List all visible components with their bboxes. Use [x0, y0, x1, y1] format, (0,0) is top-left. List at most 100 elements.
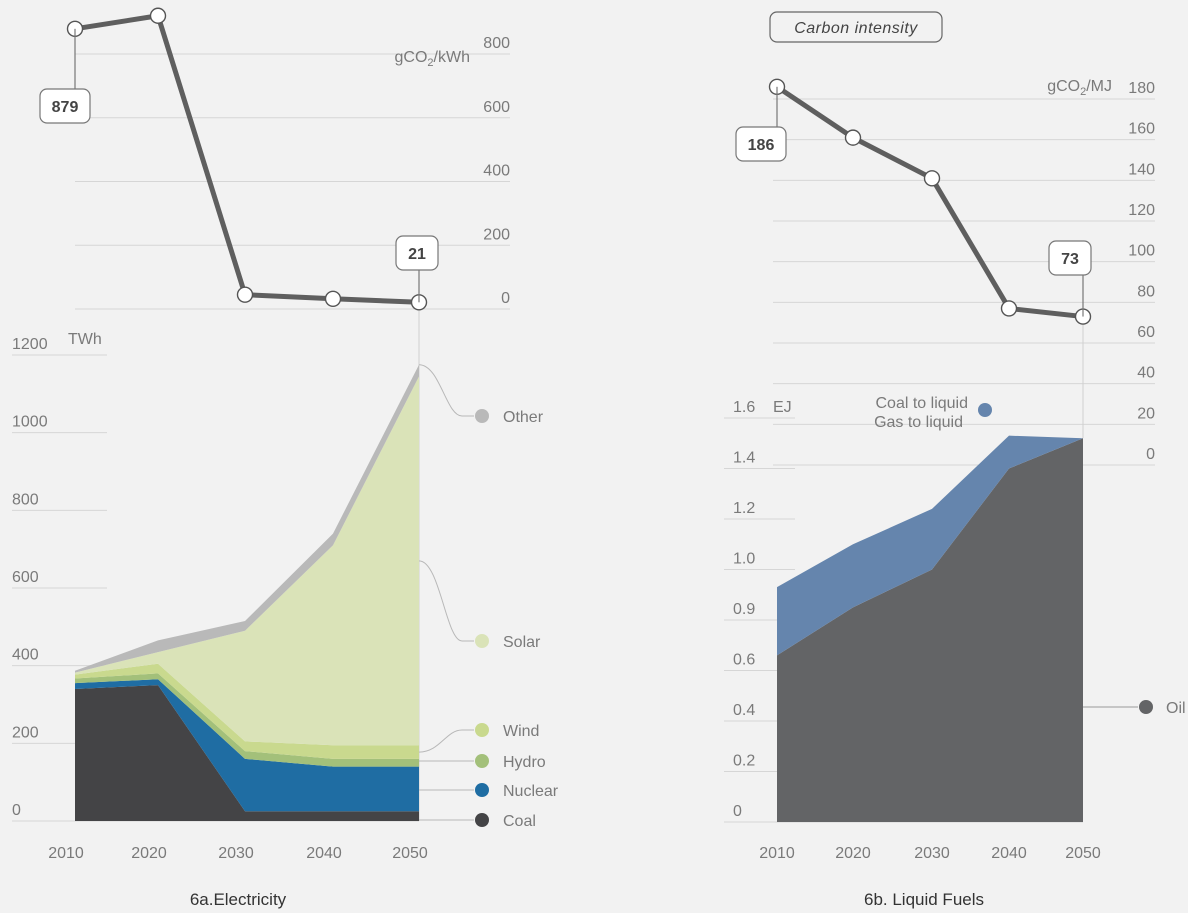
intensity-point	[844, 129, 862, 146]
y-tick-label: 800	[12, 491, 39, 508]
legend-swatch	[978, 403, 992, 417]
intensity-line	[775, 84, 1084, 320]
y-tick-label: 100	[1128, 243, 1155, 260]
area-solar	[75, 376, 419, 746]
y-tick-label: 1.4	[733, 450, 755, 467]
electricity-generation-areas	[75, 364, 419, 821]
y-tick-label: 140	[1128, 161, 1155, 178]
y-tick-label: 600	[12, 569, 39, 586]
electricity-caption: 6a.Electricity	[190, 890, 287, 909]
area-ctl-gtl	[777, 435, 1083, 656]
legend-swatch	[475, 723, 489, 737]
y-tick-label: 400	[12, 647, 39, 664]
x-tick-label: 2010	[48, 845, 84, 862]
callout-box	[395, 235, 439, 271]
callout-box	[1048, 240, 1092, 276]
y-tick-label: 1.0	[733, 551, 755, 568]
legend-swatch	[475, 783, 489, 797]
legend-label-gas-to-liquid: Gas to liquid	[874, 414, 963, 431]
x-tick-label: 2010	[759, 845, 795, 862]
electricity-generation-unit: TWh	[68, 331, 102, 348]
y-tick-label: 120	[1128, 202, 1155, 219]
y-tick-label: 180	[1128, 80, 1155, 97]
callout-value: 73	[1061, 251, 1079, 268]
area-wind	[75, 663, 419, 759]
electricity-panel: 800 600 400 200 0 gCO2/kWh 0 200 400 600 800 1000…	[12, 7, 559, 909]
y-tick-label: 1200	[12, 336, 48, 353]
y-tick-label: 1.6	[733, 399, 755, 416]
y-tick-label: 0	[733, 803, 742, 820]
legend-label-nuclear: Nuclear	[503, 783, 559, 800]
x-tick-label: 2030	[914, 845, 950, 862]
electricity-legend: Coal Nuclear Hydro Wind Solar Other	[418, 364, 559, 830]
y-tick-label: 0	[12, 802, 21, 819]
electricity-intensity-unit: gCO2/kWh	[395, 49, 470, 69]
liquid-production-ticks: 0 0.2 0.4 0.6 0.9 1.0 1.2 1.4 1.6	[733, 399, 755, 820]
x-tick-label: 2040	[991, 845, 1027, 862]
liquid-x-ticks: 2010 2020 2030 2040 2050	[759, 845, 1101, 862]
carbon-intensity-label-box	[769, 11, 943, 43]
electricity-generation-ticks: 0 200 400 600 800 1000 1200	[12, 336, 48, 819]
y-tick-label: 0	[1146, 446, 1155, 463]
liquid-intensity-ticks: 180 160 140 120 100 80 60 40 20 0	[1128, 80, 1155, 463]
y-tick-label: 0.6	[733, 652, 755, 669]
legend-swatch	[475, 754, 489, 768]
y-tick-label: 600	[483, 99, 510, 116]
legend-swatch	[475, 409, 489, 423]
electricity-x-ticks: 2010 2020 2030 2040 2050	[48, 845, 428, 862]
legend-label-oil: Oil	[1166, 700, 1186, 717]
legend-label-solar: Solar	[503, 634, 541, 651]
intensity-point	[236, 286, 254, 303]
callout-value: 21	[408, 246, 426, 263]
area-oil	[777, 438, 1083, 822]
liquid-production-areas	[777, 435, 1083, 822]
intensity-point	[923, 170, 941, 187]
y-tick-label: 1000	[12, 414, 48, 431]
intensity-point	[1000, 300, 1018, 317]
y-tick-label: 800	[483, 35, 510, 52]
liquid-intensity-callouts: 186 73	[735, 86, 1092, 317]
x-tick-label: 2050	[392, 845, 428, 862]
legend-label-hydro: Hydro	[503, 754, 546, 771]
y-tick-label: 0.4	[733, 702, 755, 719]
y-tick-label: 20	[1137, 405, 1155, 422]
y-tick-label: 200	[12, 724, 39, 741]
legend-leader	[418, 364, 474, 417]
legend-label-coal-to-liquid: Coal to liquid	[876, 395, 969, 412]
area-coal	[75, 685, 419, 821]
y-tick-label: 1.2	[733, 500, 755, 517]
legend-swatch	[475, 813, 489, 827]
area-nuclear	[75, 679, 419, 812]
y-tick-label: 0.9	[733, 601, 755, 618]
liquid-legend: Coal to liquid Gas to liquid Oil	[874, 395, 1186, 717]
electricity-intensity-ticks: 800 600 400 200 0	[483, 35, 510, 307]
intensity-line	[74, 13, 420, 305]
callout-value: 186	[748, 137, 775, 154]
x-tick-label: 2050	[1065, 845, 1101, 862]
legend-leader	[418, 729, 474, 753]
liquid-intensity-unit: gCO2/MJ	[1047, 78, 1112, 98]
y-tick-label: 160	[1128, 121, 1155, 138]
y-tick-label: 80	[1137, 283, 1155, 300]
legend-label-wind: Wind	[503, 723, 539, 740]
x-tick-label: 2020	[835, 845, 871, 862]
carbon-intensity-label: Carbon intensity	[794, 20, 918, 37]
callout-box	[39, 88, 91, 124]
legend-leader	[418, 560, 474, 642]
y-tick-label: 0.2	[733, 753, 755, 770]
legend-label-coal: Coal	[503, 813, 536, 830]
legend-label-other: Other	[503, 409, 544, 426]
legend-swatch	[475, 634, 489, 648]
x-tick-label: 2020	[131, 845, 167, 862]
intensity-point	[149, 7, 167, 24]
callout-value: 879	[52, 99, 79, 116]
y-tick-label: 0	[501, 290, 510, 307]
x-tick-label: 2040	[306, 845, 342, 862]
y-tick-label: 40	[1137, 365, 1155, 382]
legend-swatch	[1139, 700, 1153, 714]
electricity-intensity-gridlines	[75, 53, 510, 310]
liquid-intensity-line	[768, 78, 1092, 325]
liquid-production-unit: EJ	[773, 399, 792, 416]
x-tick-label: 2030	[218, 845, 254, 862]
